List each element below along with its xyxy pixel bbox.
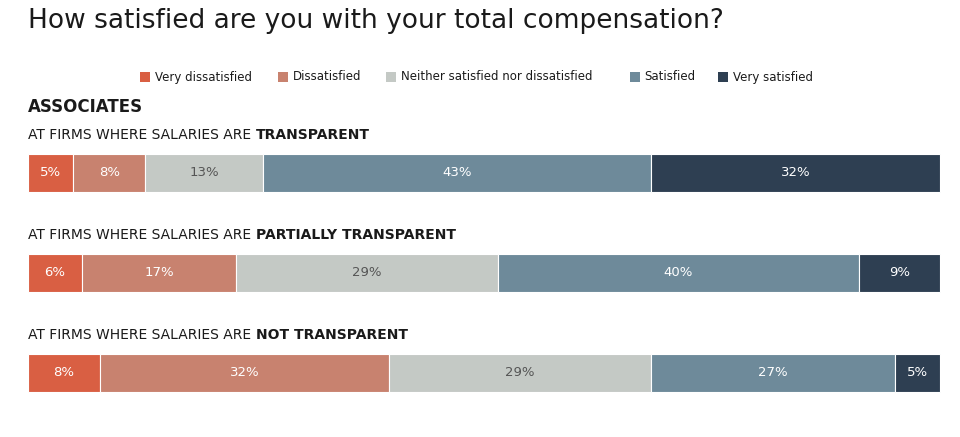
Text: 32%: 32% bbox=[780, 166, 810, 180]
Text: Very dissatisfied: Very dissatisfied bbox=[155, 70, 252, 83]
Text: Neither satisfied nor dissatisfied: Neither satisfied nor dissatisfied bbox=[400, 70, 592, 83]
Text: AT FIRMS WHERE SALARIES ARE: AT FIRMS WHERE SALARIES ARE bbox=[28, 128, 255, 142]
Bar bbox=[389, 354, 651, 392]
Text: AT FIRMS WHERE SALARIES ARE: AT FIRMS WHERE SALARIES ARE bbox=[28, 228, 255, 242]
Text: Dissatisfied: Dissatisfied bbox=[294, 70, 362, 83]
Bar bbox=[263, 154, 651, 192]
Text: 40%: 40% bbox=[663, 267, 693, 280]
Text: How satisfied are you with your total compensation?: How satisfied are you with your total co… bbox=[28, 8, 724, 34]
Text: PARTIALLY TRANSPARENT: PARTIALLY TRANSPARENT bbox=[255, 228, 455, 242]
Text: 9%: 9% bbox=[889, 267, 910, 280]
Bar bbox=[83, 254, 236, 292]
Text: TRANSPARENT: TRANSPARENT bbox=[255, 128, 370, 142]
Bar bbox=[100, 354, 389, 392]
Text: 8%: 8% bbox=[99, 166, 120, 180]
Bar bbox=[140, 72, 150, 82]
Text: 5%: 5% bbox=[907, 367, 928, 379]
Text: 32%: 32% bbox=[229, 367, 259, 379]
Bar bbox=[630, 72, 639, 82]
Bar bbox=[73, 154, 145, 192]
Text: 13%: 13% bbox=[189, 166, 219, 180]
Text: 29%: 29% bbox=[505, 367, 535, 379]
Text: NOT TRANSPARENT: NOT TRANSPARENT bbox=[255, 328, 407, 342]
Bar bbox=[145, 154, 263, 192]
Text: AT FIRMS WHERE SALARIES ARE: AT FIRMS WHERE SALARIES ARE bbox=[28, 328, 255, 342]
Text: 8%: 8% bbox=[54, 367, 75, 379]
Bar bbox=[28, 154, 73, 192]
Bar bbox=[28, 254, 83, 292]
Text: 17%: 17% bbox=[144, 267, 174, 280]
Bar bbox=[386, 72, 396, 82]
Bar bbox=[651, 154, 940, 192]
Bar bbox=[278, 72, 288, 82]
Bar bbox=[497, 254, 859, 292]
Text: Very satisfied: Very satisfied bbox=[733, 70, 813, 83]
Bar bbox=[236, 254, 497, 292]
Text: Satisfied: Satisfied bbox=[644, 70, 696, 83]
Bar bbox=[651, 354, 895, 392]
Text: 6%: 6% bbox=[44, 267, 65, 280]
Bar bbox=[718, 72, 729, 82]
Bar bbox=[859, 254, 940, 292]
Text: 27%: 27% bbox=[758, 367, 788, 379]
Bar bbox=[895, 354, 940, 392]
Text: 29%: 29% bbox=[352, 267, 381, 280]
Bar bbox=[28, 354, 100, 392]
Text: ASSOCIATES: ASSOCIATES bbox=[28, 98, 143, 116]
Text: 43%: 43% bbox=[443, 166, 471, 180]
Text: 5%: 5% bbox=[40, 166, 61, 180]
